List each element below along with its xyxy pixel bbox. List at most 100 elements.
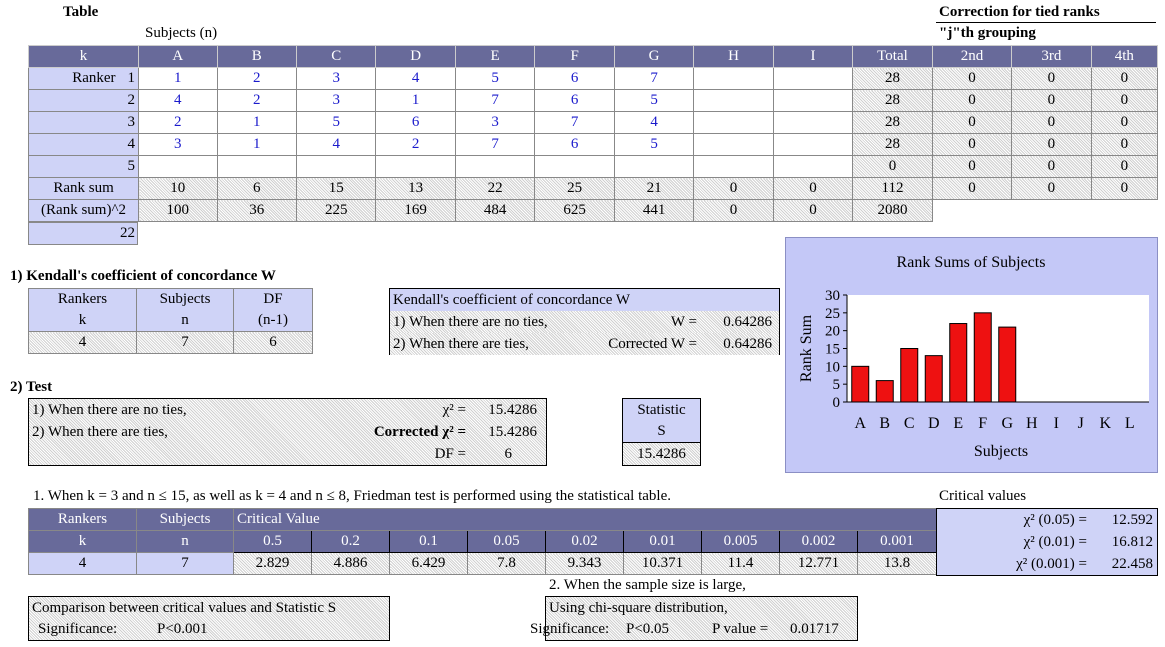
rank-sum-sq-label: (Rank sum)^2 xyxy=(27,199,140,222)
rank-sum-label: Rank sum xyxy=(27,177,140,200)
test-ties-label: 2) When there are ties, xyxy=(32,424,168,440)
test-no-ties-row: 1) When there are no ties, χ² = 15.4286 xyxy=(29,399,546,421)
rank-cell[interactable]: 5 xyxy=(613,133,695,156)
chart-title: Rank Sums of Subjects xyxy=(897,254,1046,271)
crit-level: 0.01 xyxy=(623,530,702,553)
kendall-value: 6 xyxy=(233,331,313,354)
large-sig-label: Significance: xyxy=(530,621,610,637)
crit-n-label: n xyxy=(136,530,234,553)
rank-sum-total: 112 xyxy=(852,177,933,200)
kendall-no-ties-w-label: W = xyxy=(670,314,697,330)
rank-cell[interactable] xyxy=(613,155,695,178)
rank-cell[interactable]: 2 xyxy=(375,133,456,156)
rank-cell[interactable]: 6 xyxy=(534,133,615,156)
rank-cell[interactable] xyxy=(534,155,615,178)
tied-cell: 0 xyxy=(931,67,1013,90)
rank-cell[interactable]: 5 xyxy=(454,67,536,90)
rank-cell[interactable]: 4 xyxy=(613,111,695,134)
rank-cell[interactable]: 7 xyxy=(454,133,536,156)
crit-header-cv: Critical Value xyxy=(233,508,937,531)
col-header: D xyxy=(375,45,456,68)
rank-cell[interactable] xyxy=(216,155,297,178)
rank-cell[interactable] xyxy=(295,155,377,178)
rank-sum-sq-cell: 100 xyxy=(138,199,218,222)
x-tick-label: D xyxy=(928,415,940,432)
rank-cell[interactable]: 5 xyxy=(613,89,695,112)
tied-cell: 0 xyxy=(1090,111,1159,134)
ranker-k-cell: 2 xyxy=(27,89,140,112)
rank-cell[interactable] xyxy=(772,67,854,90)
rank-cell[interactable] xyxy=(772,111,854,134)
y-tick-label: 15 xyxy=(825,342,840,358)
rank-sum-cell: 22 xyxy=(454,177,536,200)
tied-cell: 0 xyxy=(1090,67,1159,90)
rank-cell[interactable]: 1 xyxy=(216,133,297,156)
rank-cell[interactable] xyxy=(693,155,774,178)
col-header: I xyxy=(772,45,854,68)
ranker-k-value: 3 xyxy=(127,114,136,130)
rank-sum-sq-cell: 0 xyxy=(693,199,774,222)
rank-cell[interactable] xyxy=(693,67,774,90)
tied-cell: 0 xyxy=(1090,89,1159,112)
rank-cell[interactable]: 7 xyxy=(454,89,536,112)
statistic-label: Statistic xyxy=(623,399,700,421)
rank-cell[interactable] xyxy=(454,155,536,178)
rank-cell[interactable] xyxy=(772,89,854,112)
rank-cell[interactable]: 1 xyxy=(216,111,297,134)
rank-cell[interactable]: 1 xyxy=(375,89,456,112)
col-header: C xyxy=(295,45,377,68)
rank-cell[interactable]: 2 xyxy=(216,67,297,90)
crit-k-value: 4 xyxy=(28,552,137,575)
crit-value: 6.429 xyxy=(389,552,468,575)
rank-sum-sq-cell: 484 xyxy=(454,199,536,222)
tied-cell: 0 xyxy=(931,89,1013,112)
test-section-title: 2) Test xyxy=(10,379,53,395)
col-header: k xyxy=(27,45,140,68)
rank-cell[interactable]: 2 xyxy=(216,89,297,112)
rank-cell[interactable]: 3 xyxy=(295,89,377,112)
rank-cell[interactable] xyxy=(772,133,854,156)
rank-cell[interactable]: 4 xyxy=(375,67,456,90)
rank-sum-sq-cell: 625 xyxy=(534,199,615,222)
rank-cell[interactable]: 4 xyxy=(138,89,218,112)
rank-cell[interactable]: 6 xyxy=(375,111,456,134)
bar xyxy=(924,355,943,403)
col-header: B xyxy=(216,45,297,68)
rank-cell[interactable]: 1 xyxy=(138,67,218,90)
rank-sum-tied-cell: 0 xyxy=(931,177,1013,200)
kendall-header: Rankers xyxy=(28,288,137,310)
row-total-cell: 28 xyxy=(852,89,933,112)
crit-chi-label: χ² (0.001) = xyxy=(1016,556,1087,572)
rank-cell[interactable]: 3 xyxy=(454,111,536,134)
rank-cell[interactable]: 7 xyxy=(534,111,615,134)
rank-cell[interactable]: 6 xyxy=(534,67,615,90)
rank-cell[interactable] xyxy=(693,133,774,156)
rank-cell[interactable]: 2 xyxy=(138,111,218,134)
rank-cell[interactable]: 4 xyxy=(295,133,377,156)
rank-cell[interactable] xyxy=(772,155,854,178)
rank-cell[interactable] xyxy=(693,89,774,112)
empty-cell xyxy=(932,200,1011,222)
kendall-params-table: Rankers Subjects DF k n (n-1) 4 7 6 xyxy=(28,288,313,354)
rank-cell[interactable] xyxy=(138,155,218,178)
comparison-title: Comparison between critical values and S… xyxy=(32,600,337,616)
rank-cell[interactable]: 3 xyxy=(138,133,218,156)
rank-cell[interactable] xyxy=(375,155,456,178)
ranker-k-value: 1 xyxy=(127,70,136,86)
table-title: Table xyxy=(63,4,99,20)
rank-cell[interactable]: 5 xyxy=(295,111,377,134)
rank-cell[interactable]: 7 xyxy=(613,67,695,90)
tied-cell: 0 xyxy=(1090,155,1159,178)
rank-cell[interactable]: 3 xyxy=(295,67,377,90)
crit-header-subjects: Subjects xyxy=(136,508,234,531)
x-tick-label: K xyxy=(1099,415,1111,432)
tied-cell: 0 xyxy=(1090,133,1159,156)
test-box: 1) When there are no ties, χ² = 15.4286 … xyxy=(28,398,547,466)
rank-sum-cell: 10 xyxy=(138,177,218,200)
rank-cell[interactable] xyxy=(693,111,774,134)
kendall-ties-value: 0.64286 xyxy=(723,336,772,352)
rank-cell[interactable]: 6 xyxy=(534,89,615,112)
kendall-ties-w-label: Corrected W = xyxy=(608,336,697,352)
crit-chi-label: χ² (0.01) = xyxy=(1023,534,1087,550)
row-total-cell: 28 xyxy=(852,67,933,90)
